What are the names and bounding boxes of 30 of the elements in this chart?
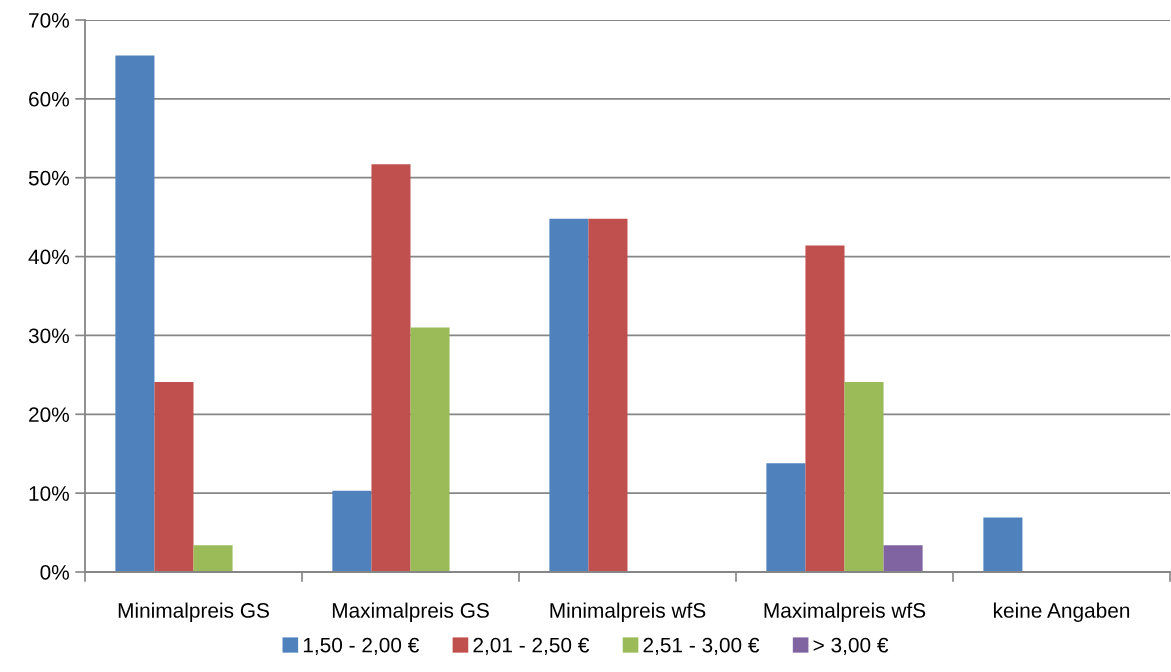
- bar: [193, 545, 233, 572]
- bar: [115, 55, 155, 572]
- legend-label: 2,01 - 2,50 €: [473, 637, 590, 655]
- y-tick-label: 50%: [28, 170, 69, 186]
- bar: [983, 517, 1023, 572]
- bar: [766, 463, 806, 572]
- bar: [883, 545, 923, 572]
- bar: [371, 164, 411, 572]
- legend-label: > 3,00 €: [813, 637, 889, 655]
- x-tick-label: Maximalpreis wfS: [764, 602, 926, 622]
- bar: [549, 218, 589, 572]
- legend-label: 1,50 - 2,00 €: [303, 637, 419, 655]
- y-tick-label: 60%: [29, 91, 69, 107]
- legend-label: 2,51 - 3,00 €: [643, 637, 760, 655]
- bar: [410, 327, 450, 572]
- y-tick-label: 0%: [40, 565, 69, 580]
- bar: [588, 218, 628, 572]
- y-tick-label: 30%: [28, 328, 69, 344]
- y-tick-label: 40%: [28, 249, 69, 265]
- x-tick-label: Maximalpreis GS: [332, 602, 489, 622]
- bar: [154, 381, 194, 572]
- x-tick-label: Minimalpreis wfS: [550, 602, 706, 622]
- x-tick-label: keine Angaben: [993, 602, 1130, 622]
- bar: [805, 245, 845, 572]
- bar: [332, 490, 372, 572]
- y-tick-label: 10%: [29, 486, 69, 501]
- y-tick-label: 70%: [29, 13, 69, 28]
- x-tick-label: Minimalpreis GS: [118, 602, 269, 622]
- bar: [844, 381, 884, 572]
- y-tick-label: 20%: [29, 407, 69, 423]
